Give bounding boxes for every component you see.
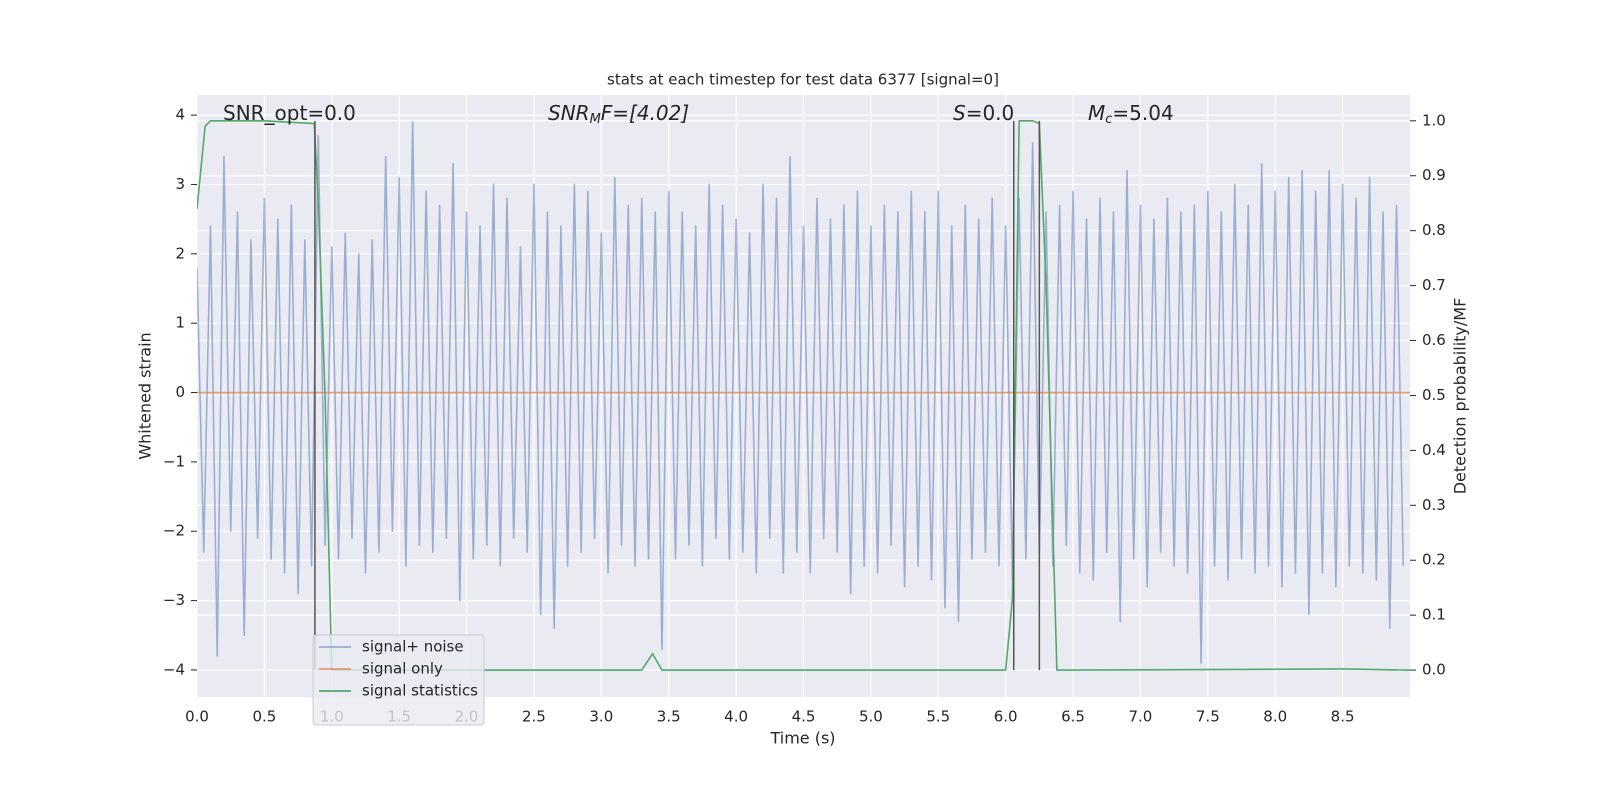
y2-tick-label: 1.0 xyxy=(1422,111,1446,129)
y2-tick-label: 0.6 xyxy=(1422,331,1446,349)
annotation: SNRMF=[4.02] xyxy=(548,101,689,127)
x-tick-label: 5.0 xyxy=(859,708,883,726)
x-tick-label: 0.0 xyxy=(185,708,209,726)
y2-tick-label: 0.5 xyxy=(1422,386,1446,404)
annotation-text: SNR_opt=0.0 xyxy=(223,101,356,125)
y2-tick-label: 0.3 xyxy=(1422,496,1446,514)
y-tick-label: 4 xyxy=(175,106,185,124)
annotation: SNR_opt=0.0 xyxy=(223,101,356,125)
y-tick-label: 0 xyxy=(175,383,185,401)
y-tick-label: −2 xyxy=(163,522,185,540)
x-tick-label: 2.5 xyxy=(522,708,546,726)
y2-tick-label: 0.1 xyxy=(1422,606,1446,624)
annotation-text: =0.0 xyxy=(966,101,1015,125)
annotation-text: SNR xyxy=(548,101,590,125)
series-line xyxy=(197,121,1405,664)
marks xyxy=(197,120,1410,671)
x-tick-label: 7.0 xyxy=(1129,708,1153,726)
annotation-text: =5.04 xyxy=(1112,101,1173,125)
y2-tick-label: 0.7 xyxy=(1422,276,1446,294)
annotation-text: F=[4.02] xyxy=(601,101,689,125)
annotation: Mc=5.04 xyxy=(1088,101,1174,127)
annotation-text: S xyxy=(953,101,966,125)
legend-box xyxy=(312,634,485,726)
y2-axis-label: Detection probability/MF xyxy=(1451,298,1470,495)
annotation: S=0.0 xyxy=(953,101,1014,125)
annotation-sub: c xyxy=(1105,112,1112,127)
y2-tick-label: 0.8 xyxy=(1422,221,1446,239)
annotation-sub: M xyxy=(590,112,601,127)
y2-tick-label: 0.4 xyxy=(1422,441,1446,459)
legend-label: signal statistics xyxy=(362,682,478,700)
x-tick-label: 8.0 xyxy=(1263,708,1287,726)
x-tick-label: 3.0 xyxy=(589,708,613,726)
x-tick-label: 6.0 xyxy=(994,708,1018,726)
y-tick-label: 2 xyxy=(175,244,185,262)
x-tick-label: 8.5 xyxy=(1331,708,1355,726)
legend-label: signal+ noise xyxy=(362,638,464,656)
x-tick-label: 3.5 xyxy=(657,708,681,726)
x-axis-label: Time (s) xyxy=(769,729,835,748)
y-tick-label: −3 xyxy=(163,591,185,609)
x-tick-label: 5.5 xyxy=(926,708,950,726)
x-tick-label: 4.0 xyxy=(724,708,748,726)
x-tick-label: 6.5 xyxy=(1061,708,1085,726)
series-line xyxy=(197,120,1410,671)
x-tick-label: 4.5 xyxy=(792,708,816,726)
y-tick-label: −1 xyxy=(163,452,185,470)
chart-title: stats at each timestep for test data 637… xyxy=(607,71,999,89)
x-tick-label: 0.5 xyxy=(252,708,276,726)
legend: signal+ noise signal only signal statistic… xyxy=(312,634,485,726)
y-tick-label: 3 xyxy=(175,175,185,193)
y-tick-label: 1 xyxy=(175,314,185,332)
y2-tick-label: 0.0 xyxy=(1422,661,1446,679)
y-axis-label: Whitened strain xyxy=(136,332,155,459)
legend-label: signal only xyxy=(362,660,443,678)
annotation-text: M xyxy=(1088,101,1105,125)
y2-tick-label: 0.2 xyxy=(1422,551,1446,569)
x-tick-label: 7.5 xyxy=(1196,708,1220,726)
y2-tick-label: 0.9 xyxy=(1422,166,1446,184)
y-tick-label: −4 xyxy=(163,660,185,678)
